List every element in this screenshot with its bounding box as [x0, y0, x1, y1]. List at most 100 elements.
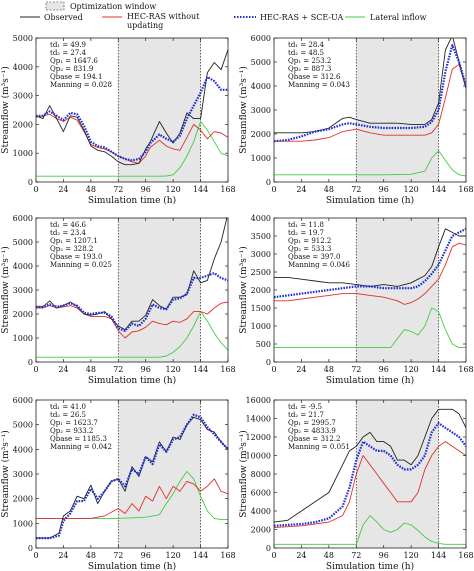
- y-tick-label: 4000: [13, 445, 33, 454]
- parameter-annotation: Qp₂ = 831.9: [50, 65, 93, 73]
- optimization-window: [118, 38, 201, 182]
- y-tick-label: 2000: [13, 495, 33, 504]
- series-hecras: [274, 242, 466, 305]
- y-tick-label: 500: [256, 340, 271, 349]
- y-tick-label: 14000: [246, 415, 271, 424]
- parameter-annotation: td₁ = -9.5: [288, 403, 322, 411]
- x-tick-label: 48: [86, 551, 96, 560]
- series-sceua: [274, 227, 466, 299]
- chart-panel-2: 0 24 48 72 96 120 144 168 0 1000 2000 3000 4000 5000 6…: [238, 34, 474, 206]
- x-axis-label: Simulation time (h): [326, 375, 414, 386]
- y-tick-label: 0: [266, 544, 271, 553]
- y-tick-label: 3000: [251, 250, 271, 259]
- parameter-annotation: td₂ = 26.5: [50, 411, 86, 419]
- legend-window-swatch: [45, 1, 65, 11]
- parameter-annotation: Qbase = 193.0: [50, 253, 102, 261]
- parameter-annotation: Qp₂ = 933.2: [50, 427, 93, 435]
- parameter-annotation: Manning = 0.028: [50, 81, 112, 89]
- parameter-annotation: Qp₂ = 533.3: [288, 245, 331, 253]
- y-tick-label: 3000: [251, 106, 271, 115]
- x-axis-label: Simulation time (h): [88, 375, 176, 386]
- legend-lateral-label: Lateral inflow: [370, 13, 427, 22]
- y-tick-label: 2000: [13, 310, 33, 319]
- y-axis-label: Streamflow (m³s⁻¹): [238, 66, 249, 153]
- y-tick-label: 6000: [13, 214, 33, 223]
- parameter-annotation: Qbase = 312.2: [288, 435, 340, 443]
- parameter-annotation: Manning = 0.046: [288, 261, 350, 269]
- y-tick-label: 5000: [13, 34, 33, 43]
- series-group: [274, 38, 466, 177]
- series-observed: [274, 228, 466, 287]
- series-group: [274, 227, 466, 349]
- y-tick-label: 3500: [251, 232, 271, 241]
- parameter-annotation: Manning = 0.043: [288, 81, 350, 89]
- parameter-annotation: td₁ = 46.6: [50, 221, 87, 229]
- plot-frame: [35, 37, 229, 183]
- y-tick-label: 0: [28, 544, 33, 553]
- x-tick-label: 48: [324, 185, 334, 194]
- y-tick-label: 4000: [13, 63, 33, 72]
- legend-hecras-label-line1: HEC-RAS without: [127, 12, 200, 21]
- chart-panel-6: 0 24 48 72 96 120 144 168 0 2000 4000 6000 8000 10000…: [238, 396, 474, 571]
- parameter-annotation: Qbase = 1185.3: [50, 435, 107, 443]
- x-tick-label: 48: [86, 185, 96, 194]
- y-tick-label: 5000: [13, 238, 33, 247]
- x-tick-label: 120: [404, 551, 419, 560]
- y-tick-label: 0: [266, 178, 271, 187]
- x-tick-label: 24: [58, 365, 68, 374]
- parameter-annotation: td₂ = 21.7: [288, 411, 324, 419]
- y-axis-label: Streamflow (m³s⁻¹): [0, 246, 11, 333]
- y-tick-label: 4000: [251, 82, 271, 91]
- x-tick-label: 144: [431, 185, 446, 194]
- parameter-annotation: td₂ = 27.4: [50, 49, 87, 57]
- y-tick-label: 1000: [251, 154, 271, 163]
- parameter-annotation: td₁ = 28.4: [288, 41, 325, 49]
- x-tick-label: 72: [113, 365, 123, 374]
- x-tick-label: 120: [166, 185, 181, 194]
- parameter-annotation: td₂ = 48.5: [288, 49, 324, 57]
- series-sceua: [36, 272, 228, 332]
- y-tick-label: 4000: [251, 214, 271, 223]
- parameter-annotation: Qbase = 397.0: [288, 253, 340, 261]
- series-group: [36, 218, 228, 358]
- y-tick-label: 2500: [251, 268, 271, 277]
- x-tick-label: 72: [113, 185, 123, 194]
- series-lateral: [274, 307, 466, 349]
- y-axis-label: Streamflow (m³s⁻¹): [0, 430, 11, 517]
- x-tick-label: 144: [431, 551, 446, 560]
- x-tick-label: 96: [379, 551, 389, 560]
- x-tick-label: 24: [296, 185, 306, 194]
- series-hecras: [274, 441, 466, 529]
- y-tick-label: 3000: [13, 286, 33, 295]
- series-lateral: [36, 471, 228, 521]
- y-tick-label: 16000: [246, 396, 271, 405]
- x-axis-label: Simulation time (h): [326, 561, 414, 571]
- series-lateral: [36, 121, 228, 177]
- series-hecras: [36, 301, 228, 339]
- x-tick-label: 144: [431, 365, 446, 374]
- x-tick-label: 72: [351, 185, 361, 194]
- chart-panel-3: 0 24 48 72 96 120 144 168 0 1000 2000 3000 4000 5000 6…: [0, 214, 236, 386]
- y-tick-label: 6000: [13, 396, 33, 405]
- x-tick-label: 168: [458, 185, 473, 194]
- parameter-annotation: Manning = 0.042: [50, 443, 112, 451]
- x-tick-label: 96: [379, 185, 389, 194]
- x-tick-label: 120: [404, 185, 419, 194]
- parameter-annotation: td₁ = 11.8: [288, 221, 324, 229]
- x-tick-label: 24: [58, 551, 68, 560]
- series-group: [36, 49, 228, 177]
- x-tick-label: 144: [193, 365, 208, 374]
- series-lateral: [36, 311, 228, 358]
- parameter-annotation: Qp₁ = 1623.7: [50, 419, 98, 427]
- chart-panel-5: 0 24 48 72 96 120 144 168 0 1000 2000 3000 4000 5000 6…: [0, 396, 236, 571]
- y-tick-label: 3000: [13, 470, 33, 479]
- x-tick-label: 168: [458, 551, 473, 560]
- x-tick-label: 48: [324, 551, 334, 560]
- y-tick-label: 1000: [13, 149, 33, 158]
- series-sceua: [274, 44, 466, 143]
- y-tick-label: 2000: [13, 120, 33, 129]
- optimization-window: [356, 38, 439, 182]
- parameter-annotation: Qp₁ = 2995.7: [288, 419, 336, 427]
- x-tick-label: 96: [141, 551, 151, 560]
- y-tick-label: 8000: [251, 470, 271, 479]
